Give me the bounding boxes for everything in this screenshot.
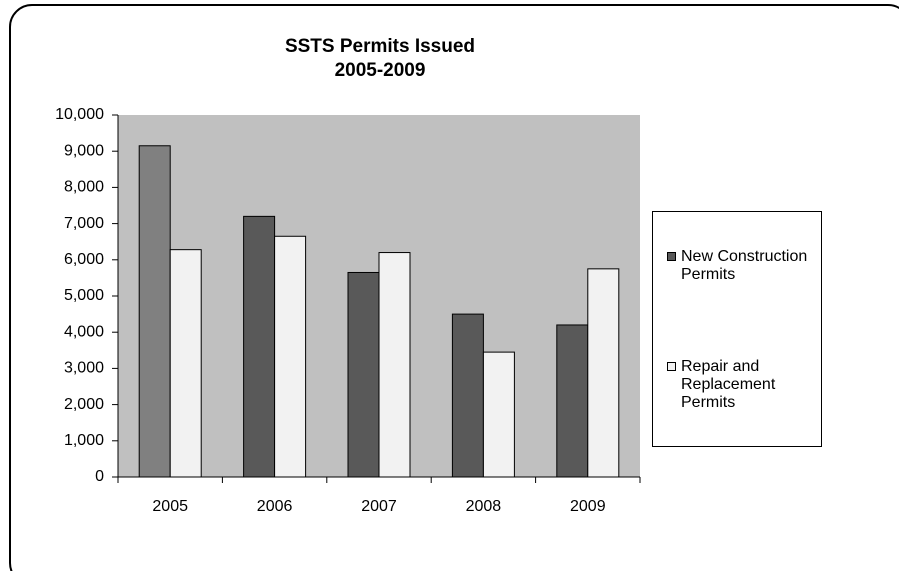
bar bbox=[482, 351, 515, 478]
bar bbox=[347, 271, 380, 478]
legend-label: Repair and Replacement Permits bbox=[681, 358, 776, 411]
x-tick-label: 2009 bbox=[570, 498, 606, 515]
x-tick-label: 2007 bbox=[361, 498, 397, 515]
y-tick-label: 7,000 bbox=[64, 215, 104, 232]
legend-swatch bbox=[667, 252, 676, 261]
y-tick-label: 0 bbox=[95, 468, 104, 485]
chart-subtitle: 2005-2009 bbox=[335, 60, 426, 81]
x-tick-label: 2005 bbox=[152, 498, 188, 515]
y-tick-label: 1,000 bbox=[64, 432, 104, 449]
legend-label: New Construction Permits bbox=[681, 248, 808, 283]
y-tick-label: 4,000 bbox=[64, 323, 104, 340]
bar bbox=[274, 235, 307, 478]
y-tick-label: 5,000 bbox=[64, 287, 104, 304]
bar bbox=[587, 268, 620, 478]
y-tick-label: 2,000 bbox=[64, 396, 104, 413]
y-tick-label: 9,000 bbox=[64, 142, 104, 159]
y-tick-label: 3,000 bbox=[64, 360, 104, 377]
legend-swatch bbox=[667, 362, 676, 371]
x-tick-label: 2008 bbox=[466, 498, 502, 515]
x-tick-label: 2006 bbox=[257, 498, 293, 515]
bar bbox=[243, 215, 276, 478]
legend: New Construction Permits Repair and Repla… bbox=[652, 211, 822, 447]
bar bbox=[378, 252, 411, 478]
bar bbox=[138, 145, 171, 478]
chart-title: SSTS Permits Issued bbox=[285, 36, 475, 57]
bar bbox=[556, 324, 589, 478]
bar bbox=[169, 249, 202, 478]
y-tick-label: 10,000 bbox=[55, 106, 104, 123]
y-tick-label: 6,000 bbox=[64, 251, 104, 268]
legend-item: New Construction Permits bbox=[667, 248, 831, 284]
bar bbox=[451, 313, 484, 478]
y-tick-label: 8,000 bbox=[64, 179, 104, 196]
legend-item: Repair and Replacement Permits bbox=[667, 358, 831, 412]
